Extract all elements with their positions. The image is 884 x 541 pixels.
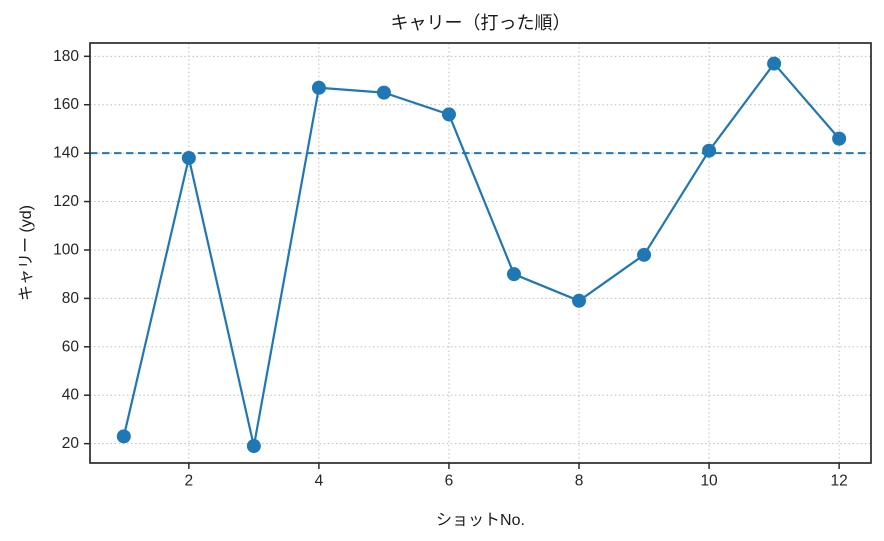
data-point-shot-10	[702, 143, 717, 158]
y-tick-label: 160	[53, 96, 79, 113]
data-point-shot-5	[376, 85, 391, 100]
x-axis-label: ショットNo.	[436, 512, 525, 529]
data-point-shot-8	[572, 293, 587, 308]
y-tick-label: 60	[62, 338, 80, 355]
plot-border	[89, 42, 872, 464]
data-point-shot-11	[767, 56, 782, 71]
data-point-shot-3	[246, 439, 261, 454]
y-axis-label: キャリー (yd)	[18, 205, 35, 302]
data-point-shot-12	[832, 131, 847, 146]
x-tick-label: 4	[315, 472, 324, 489]
chart-title: キャリー（打った順）	[390, 13, 571, 33]
data-point-shot-6	[441, 107, 456, 122]
y-tick-label: 120	[53, 193, 79, 210]
y-tick-label: 80	[62, 290, 80, 307]
y-tick-label: 40	[62, 387, 80, 404]
x-tick-label: 12	[831, 472, 848, 489]
y-tick-label: 140	[53, 145, 79, 162]
data-point-shot-7	[506, 267, 521, 282]
x-tick-label: 6	[445, 472, 454, 489]
x-tick-label: 8	[575, 472, 584, 489]
x-tick-label: 2	[185, 472, 194, 489]
data-point-shot-2	[181, 150, 196, 165]
data-point-shot-4	[311, 80, 326, 95]
y-tick-label: 20	[62, 435, 80, 452]
y-tick-label: 100	[53, 241, 79, 258]
x-tick-label: 10	[700, 472, 718, 489]
carry-series-line	[122, 62, 841, 448]
data-point-shot-1	[116, 429, 131, 444]
y-tick-label: 180	[53, 48, 79, 65]
data-point-shot-9	[637, 247, 652, 262]
